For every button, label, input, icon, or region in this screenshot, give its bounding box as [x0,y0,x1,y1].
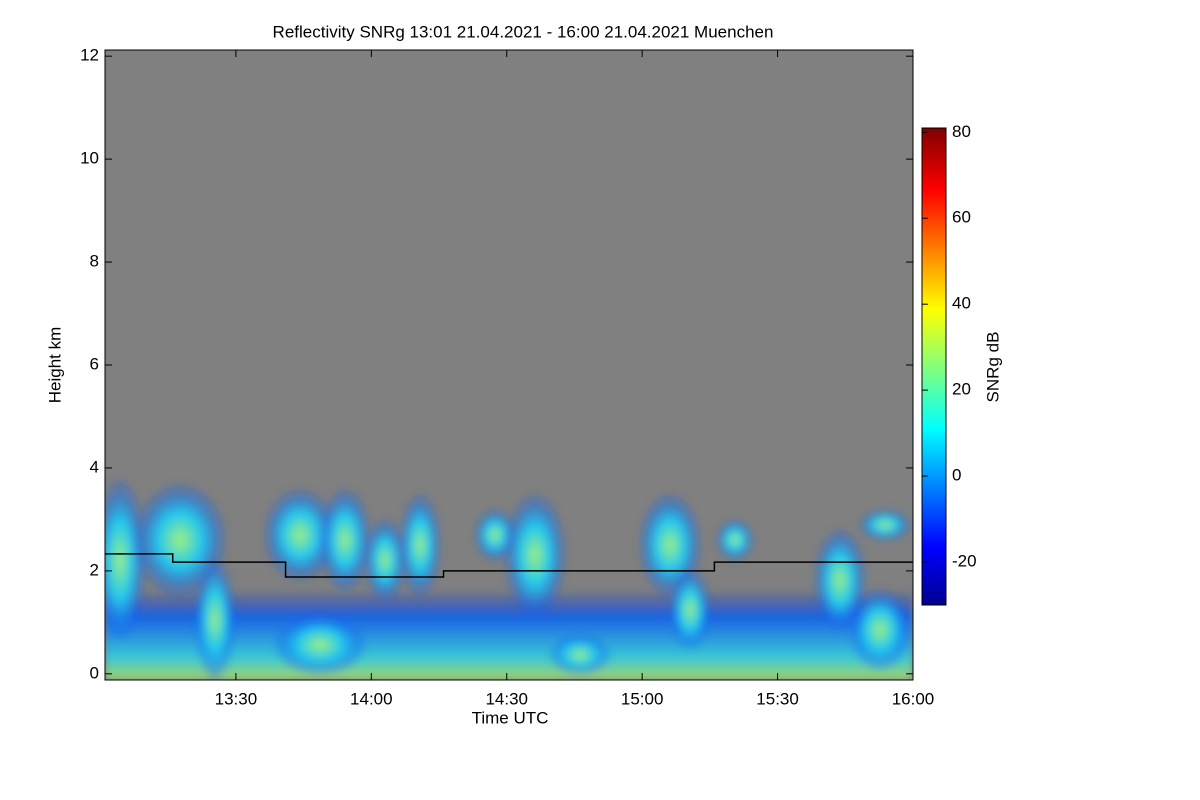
colorbar-tick-label: 80 [952,122,971,141]
colorbar-label: SNRg dB [983,332,1002,403]
chart-title: Reflectivity SNRg 13:01 21.04.2021 - 16:… [273,22,774,41]
reflectivity-echoes [105,480,913,680]
y-tick-label: 0 [90,663,99,682]
y-tick-label: 10 [80,149,99,168]
y-tick-label: 12 [80,46,99,65]
y-axis-label: Height km [45,327,64,404]
y-tick-label: 2 [90,560,99,579]
x-tick-label: 14:00 [350,689,393,708]
height-line [105,553,913,578]
x-tick-label: 16:00 [892,689,935,708]
y-tick-label: 6 [90,354,99,373]
x-axis-label: Time UTC [472,708,549,727]
colorbar-tick-label: 0 [952,466,961,485]
x-tick-label: 13:30 [215,689,258,708]
colorbar-tick-label: 60 [952,208,971,227]
x-tick-label: 15:30 [756,689,799,708]
colorbar-tick-label: -20 [952,552,977,571]
x-tick-label: 14:30 [485,689,528,708]
colorbar-tick-label: 40 [952,294,971,313]
x-tick-label: 15:00 [621,689,664,708]
y-tick-label: 4 [90,457,99,476]
y-tick-label: 8 [90,252,99,271]
colorbar [921,127,947,606]
colorbar-tick-label: 20 [952,380,971,399]
